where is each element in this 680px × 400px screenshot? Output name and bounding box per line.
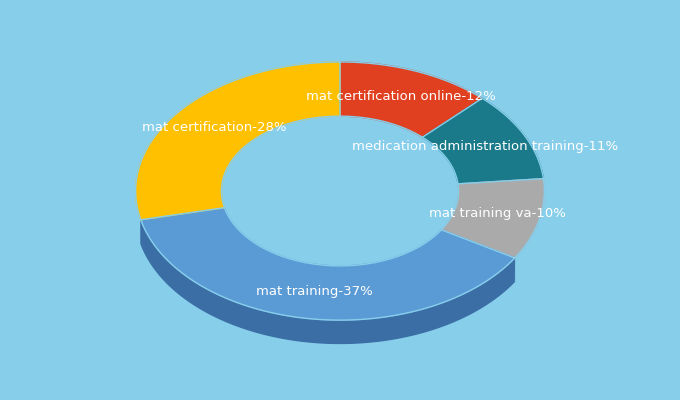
Polygon shape <box>141 219 515 331</box>
Text: mat training va-10%: mat training va-10% <box>429 207 566 220</box>
Polygon shape <box>141 217 515 329</box>
Polygon shape <box>141 208 515 320</box>
Polygon shape <box>141 231 515 344</box>
Text: mat certification online-12%: mat certification online-12% <box>306 90 496 103</box>
Text: medication administration training-11%: medication administration training-11% <box>352 140 619 153</box>
Polygon shape <box>141 208 515 321</box>
Polygon shape <box>135 62 340 220</box>
Polygon shape <box>141 223 515 335</box>
Text: mat certification-28%: mat certification-28% <box>141 121 286 134</box>
Polygon shape <box>141 225 515 337</box>
Polygon shape <box>141 229 515 341</box>
Polygon shape <box>340 62 482 137</box>
Polygon shape <box>141 221 515 333</box>
Polygon shape <box>141 213 515 325</box>
Polygon shape <box>141 215 515 327</box>
Polygon shape <box>141 227 515 339</box>
Polygon shape <box>141 211 515 323</box>
Polygon shape <box>422 98 543 184</box>
Polygon shape <box>441 179 545 258</box>
Text: mat training-37%: mat training-37% <box>256 285 373 298</box>
